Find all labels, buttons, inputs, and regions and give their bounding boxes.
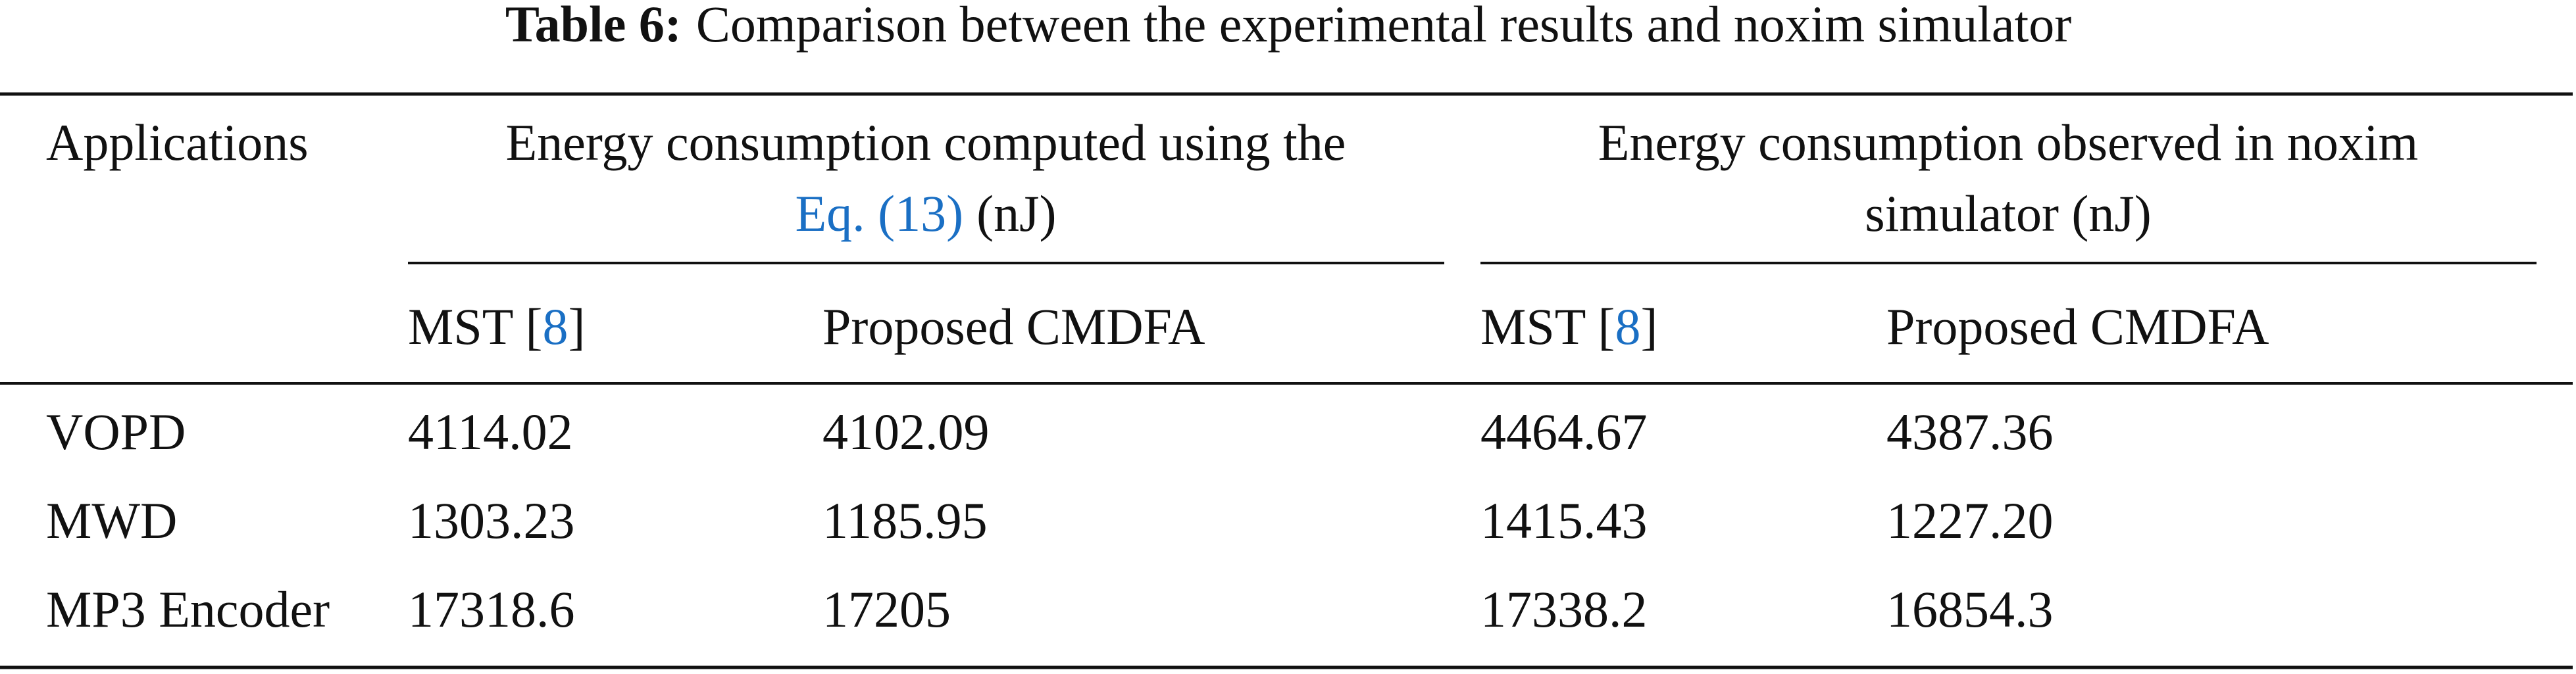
table-cell: 1227.20 [1886,492,2054,549]
bracket: ] [1640,298,1657,355]
table-cell: 4102.09 [822,403,990,460]
subheader-name: MST [ [408,298,542,355]
equation-link[interactable]: Eq. (13) [796,185,964,242]
reference-link[interactable]: 8 [1615,298,1640,355]
table-cell: 4464.67 [1480,403,1648,460]
bracket: ] [568,298,585,355]
reference-link[interactable]: 8 [542,298,568,355]
caption: Table 6: Comparison between the experimen… [505,0,2071,53]
subheader-name: Proposed CMDFA [822,298,1205,355]
row-label: MP3 Encoder [46,581,330,638]
table-cell: 4387.36 [1886,403,2054,460]
header-cell: Applications [46,114,309,171]
subheader-cell: MST [8] [408,298,585,355]
table-cell: 1303.23 [408,492,575,549]
header-cell: Energy consumption computed using the [506,114,1346,171]
table-cell: 17205 [822,581,951,638]
subheader-name: MST [ [1480,298,1615,355]
row-label: MWD [46,492,177,549]
header-cell: Eq. (13) (nJ) [796,185,1057,242]
table-cell: 4114.02 [408,403,573,460]
caption-text: Comparison between the experimental resu… [696,0,2071,53]
table-cell: 17338.2 [1480,581,1648,638]
subheader-cell: Proposed CMDFA [822,298,1205,355]
subheader-cell: MST [8] [1480,298,1657,355]
caption-label: Table 6: [505,0,682,53]
table-cell: 1185.95 [822,492,988,549]
unit: (nJ) [976,185,1056,242]
table-cell: 1415.43 [1480,492,1648,549]
subheader-cell: Proposed CMDFA [1886,298,2269,355]
header-cell: simulator (nJ) [1865,185,2151,242]
table-cell: 17318.6 [408,581,575,638]
header-cell: Energy consumption observed in noxim [1598,114,2418,171]
subheader-name: Proposed CMDFA [1886,298,2269,355]
row-label: VOPD [46,403,186,460]
table-cell: 16854.3 [1886,581,2054,638]
